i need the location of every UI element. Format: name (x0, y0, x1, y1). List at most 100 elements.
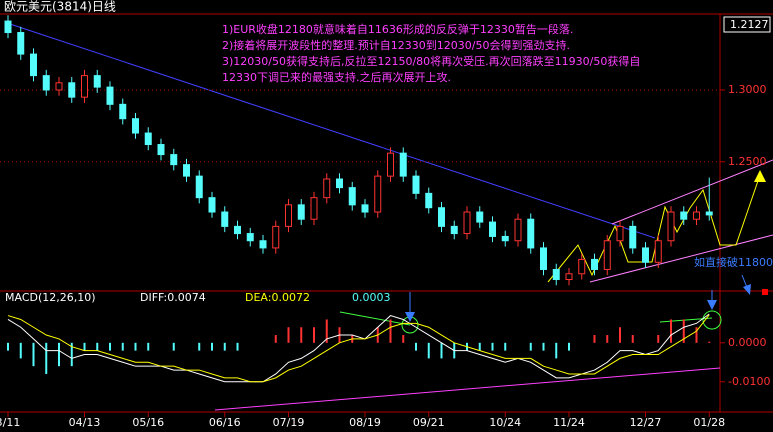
price-box (723, 16, 771, 33)
candle-body (132, 118, 139, 134)
candle-body (17, 32, 25, 55)
candle-body (387, 152, 394, 177)
x-tick-label: 3/11 (0, 416, 20, 429)
candle-body (693, 211, 700, 220)
annotation: 12330下调已来的最强支持.之后再次展开上攻. (222, 70, 451, 84)
candle-body (272, 225, 280, 249)
diff-line (7, 313, 710, 383)
candle-body (310, 197, 318, 220)
candle-body (450, 225, 458, 235)
candle-body (616, 225, 624, 242)
current-price: 1.2127 (730, 18, 769, 31)
candle-body (323, 178, 331, 199)
candle-body (4, 20, 12, 34)
candle-body (208, 197, 216, 213)
annotation: 1)EUR收盘12180就意味着自11636形成的反反弹于12330暂告一段落. (222, 22, 573, 36)
candle-body (285, 204, 292, 227)
candle-body (578, 258, 586, 275)
candle-body (552, 268, 560, 281)
annotation: 2)接着将展开波段性的整理.预计自12330到12030/50会得到强劲支持. (222, 38, 570, 52)
trend-line (9, 23, 656, 239)
candle-body (476, 211, 484, 223)
candle-body (246, 233, 254, 242)
candle-body (540, 247, 547, 270)
candle-body (42, 75, 50, 91)
candle-body (438, 207, 445, 227)
candle-body (68, 82, 76, 98)
arrow-head (405, 312, 415, 322)
candle-body (565, 273, 573, 281)
zigzag (547, 174, 761, 283)
candle-body (501, 235, 509, 242)
arrow-head (754, 170, 766, 182)
candle-body (234, 225, 241, 235)
candle-body (170, 154, 178, 166)
arrow-head (707, 300, 717, 310)
candle-body (412, 175, 420, 194)
x-tick-label: 11/24 (553, 416, 585, 429)
x-tick-label: 10/24 (489, 416, 521, 429)
drawings (9, 23, 773, 411)
chart-title: 欧元美元(3814)日线 (4, 0, 116, 14)
candle-body (81, 75, 88, 98)
candle-body (642, 247, 649, 263)
channel-line (611, 159, 773, 225)
candle-body (157, 144, 165, 156)
candle-body (680, 211, 688, 220)
candle-body (399, 152, 407, 177)
x-tick-label: 04/13 (69, 416, 101, 429)
break-note: 如直接破11800 (694, 255, 773, 269)
annotation: 3)12030/50获得支持后,反拉至12150/80将再次受压.再次回落跌至1… (222, 54, 640, 68)
x-tick-label: 09/21 (413, 416, 445, 429)
macd-trend-line (214, 367, 721, 411)
candle-body (654, 240, 662, 263)
x-tick-label: 07/19 (273, 416, 305, 429)
arrow-head (743, 284, 751, 295)
x-tick-label: 06/16 (209, 416, 241, 429)
candle-body (361, 204, 369, 213)
y-tick-label: 1.2500 (728, 155, 767, 168)
y-tick-label: 1.3000 (728, 83, 767, 96)
macd-value: 0.0003 (352, 291, 391, 304)
candle-body (705, 211, 713, 216)
candle-body (55, 82, 63, 91)
candle-body (297, 204, 305, 220)
candle-body (527, 218, 535, 249)
annotations: 1)EUR收盘12180就意味着自11636形成的反反弹于12330暂告一段落.… (222, 22, 640, 84)
candle-body (425, 192, 433, 209)
candle-body (221, 211, 229, 227)
candle-body (489, 221, 496, 237)
candle-body (259, 240, 267, 249)
y-tick-label: -0.0100 (728, 375, 770, 388)
x-tick-label: 01/28 (693, 416, 725, 429)
macd-line-green (339, 311, 411, 326)
macd-label: MACD(12,26,10) (5, 291, 96, 304)
candle-body (603, 240, 611, 270)
x-tick-label: 12/27 (630, 416, 662, 429)
candle-body (336, 178, 343, 189)
candle-body (30, 53, 37, 77)
diff-label: DIFF:0.0074 (140, 291, 206, 304)
macd-circle (702, 310, 722, 330)
candle-body (514, 218, 522, 242)
candle-body (195, 175, 203, 199)
x-tick-label: 05/16 (132, 416, 164, 429)
candle-body (144, 132, 152, 146)
candle-body (374, 175, 382, 213)
dea-line (7, 314, 710, 383)
channel-line (589, 234, 773, 283)
marker (762, 289, 768, 295)
dea-label: DEA:0.0072 (245, 291, 310, 304)
candle-body (667, 211, 675, 242)
candle-body (348, 187, 356, 206)
x-tick-label: 08/19 (349, 416, 381, 429)
candle-body (183, 164, 190, 177)
candle-body (93, 75, 101, 88)
candle-body (463, 211, 471, 235)
candle-body (629, 225, 637, 249)
y-tick-label: 0.0000 (728, 336, 767, 349)
candle-body (106, 86, 114, 105)
candle-body (119, 103, 127, 120)
candle-body (591, 258, 598, 270)
